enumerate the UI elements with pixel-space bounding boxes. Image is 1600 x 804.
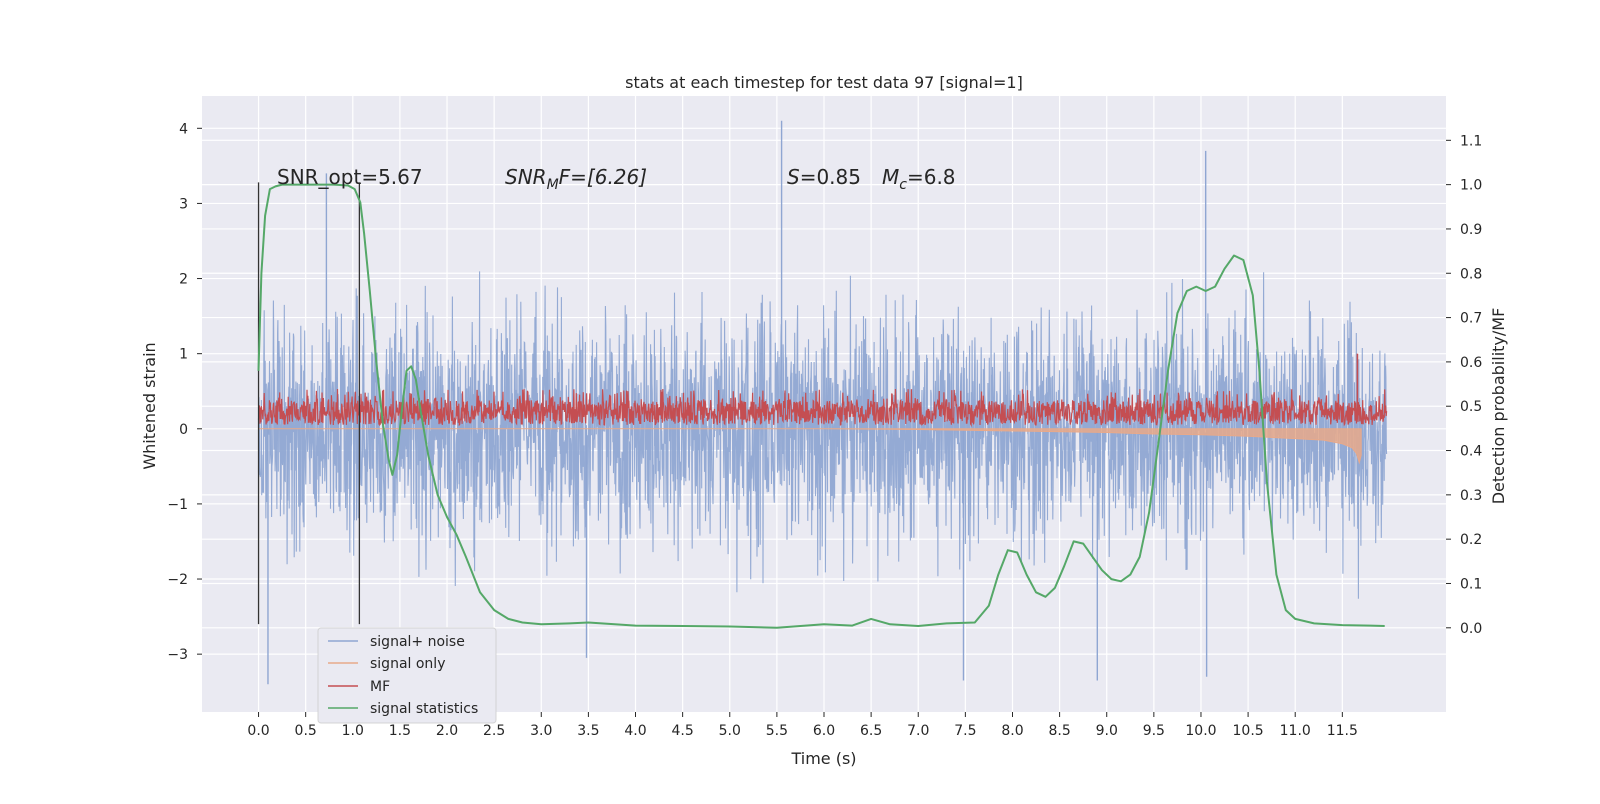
signal-statistics-line	[257, 183, 1385, 629]
y-tick-label: 1	[179, 347, 188, 363]
y-tick-label: −1	[167, 497, 188, 513]
y-tick-label: 4	[179, 121, 188, 137]
x-axis-ticks: 0.0 0.5 1.0 1.5 2.0 2.5 3.0 3.5 4.0 4.5 5.0 5.5 6.0 6…	[247, 712, 1358, 739]
legend-label-mf: MF	[370, 679, 390, 695]
mc-subscript: c	[899, 177, 907, 193]
x-tick-label: 3.0	[530, 723, 552, 739]
snr-mf-subscript: M	[547, 177, 559, 193]
x-tick-label: 11.0	[1280, 723, 1311, 739]
x-axis-label: Time (s)	[790, 749, 856, 768]
y-tick-label: −2	[167, 572, 188, 588]
y2-tick-label: 0.1	[1460, 576, 1482, 592]
x-tick-label: 9.0	[1096, 723, 1118, 739]
y-tick-label: 0	[179, 422, 188, 438]
mc-value: =6.8	[907, 165, 956, 189]
s-symbol: S	[787, 165, 800, 189]
x-tick-label: 1.5	[389, 723, 411, 739]
legend-label-signal-only: signal only	[370, 656, 445, 672]
y2-tick-label: 0.3	[1460, 488, 1482, 504]
x-tick-label: 8.5	[1048, 723, 1070, 739]
signal-only-area	[258, 428, 1362, 465]
y-tick-label: 3	[179, 196, 188, 212]
annotation-mc: Mc=6.8	[882, 165, 956, 193]
x-tick-label: 0.5	[295, 723, 317, 739]
series-signal-only	[258, 428, 1362, 465]
mf-line	[257, 388, 1388, 428]
x-tick-label: 6.5	[860, 723, 882, 739]
marker-lines	[257, 182, 361, 625]
annotation-snr-mf: SNRMF=[6.26]	[505, 165, 647, 193]
x-tick-label: 5.0	[719, 723, 741, 739]
y2-tick-label: 1.1	[1460, 133, 1482, 149]
y2-axis-ticks: 1.1 1.0 0.9 0.8 0.7 0.6 0.5 0.4 0.3 0.2 0.1 0.0	[1446, 133, 1482, 637]
x-tick-label: 4.5	[672, 723, 694, 739]
x-tick-label: 4.0	[624, 723, 646, 739]
x-tick-label: 7.0	[907, 723, 929, 739]
x-tick-label: 10.0	[1185, 723, 1216, 739]
series-signal-plus-noise	[257, 120, 1388, 685]
x-tick-label: 11.5	[1327, 723, 1358, 739]
x-tick-label: 2.5	[483, 723, 505, 739]
x-tick-label: 2.0	[436, 723, 458, 739]
chart-title: stats at each timestep for test data 97 …	[625, 73, 1023, 92]
y2-tick-label: 0.2	[1460, 532, 1482, 548]
x-tick-label: 1.0	[342, 723, 364, 739]
x-tick-label: 10.5	[1233, 723, 1264, 739]
mc-symbol: M	[882, 165, 899, 189]
snr-mf-value: F=[6.26]	[559, 165, 647, 189]
s-value: =0.85	[800, 165, 861, 189]
y2-tick-label: 0.8	[1460, 266, 1482, 282]
y2-tick-label: 0.4	[1460, 444, 1482, 460]
x-tick-label: 5.5	[766, 723, 788, 739]
y2-tick-label: 0.6	[1460, 355, 1482, 371]
signal-plus-noise-line	[257, 271, 1388, 599]
y2-tick-label: 0.7	[1460, 311, 1482, 327]
y2-axis-label: Detection probability/MF	[1489, 308, 1508, 505]
y2-tick-label: 0.9	[1460, 222, 1482, 238]
y2-tick-label: 0.0	[1460, 621, 1482, 637]
series-signal-statistics	[257, 183, 1385, 629]
x-tick-label: 9.5	[1143, 723, 1165, 739]
legend-label-signal-plus-noise: signal+ noise	[370, 634, 465, 650]
y-tick-label: 2	[179, 272, 188, 288]
y-axis-label: Whitened strain	[140, 342, 159, 469]
legend-label-signal-statistics: signal statistics	[370, 701, 478, 717]
x-tick-label: 8.0	[1001, 723, 1023, 739]
annotation-snr-opt: SNR_opt=5.67	[277, 165, 423, 189]
x-tick-label: 6.0	[813, 723, 835, 739]
annotation-s: S=0.85	[787, 165, 861, 189]
y2-tick-label: 0.5	[1460, 399, 1482, 415]
series-mf	[257, 353, 1388, 428]
legend-box	[317, 627, 497, 724]
y-tick-label: −3	[167, 647, 188, 663]
y2-tick-label: 1.0	[1460, 178, 1482, 194]
x-tick-label: 7.5	[954, 723, 976, 739]
legend: signal+ noise signal only MF signal stat…	[317, 627, 497, 724]
snr-mf-symbol: SNR	[505, 165, 547, 189]
x-tick-label: 3.5	[577, 723, 599, 739]
y-axis-ticks: 4 3 2 1 0 −1 −2 −3	[167, 121, 202, 663]
x-tick-label: 0.0	[247, 723, 269, 739]
